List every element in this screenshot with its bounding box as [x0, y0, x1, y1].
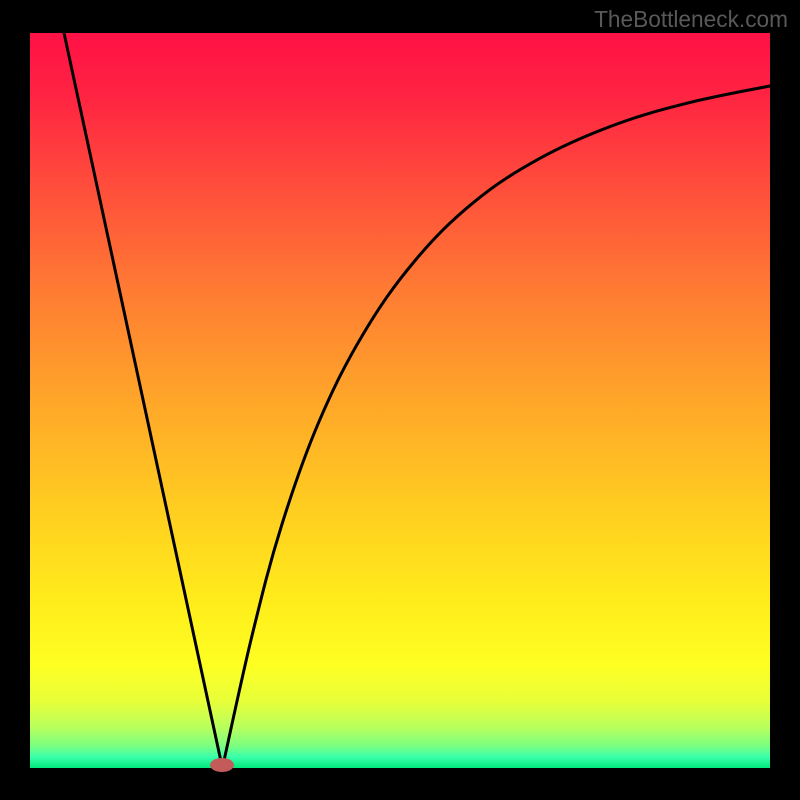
optimum-marker: [210, 758, 234, 772]
bottleneck-chart: TheBottleneck.com: [0, 0, 800, 800]
plot-area: [30, 33, 770, 768]
watermark-text: TheBottleneck.com: [594, 6, 788, 33]
bottleneck-curve: [30, 33, 770, 768]
